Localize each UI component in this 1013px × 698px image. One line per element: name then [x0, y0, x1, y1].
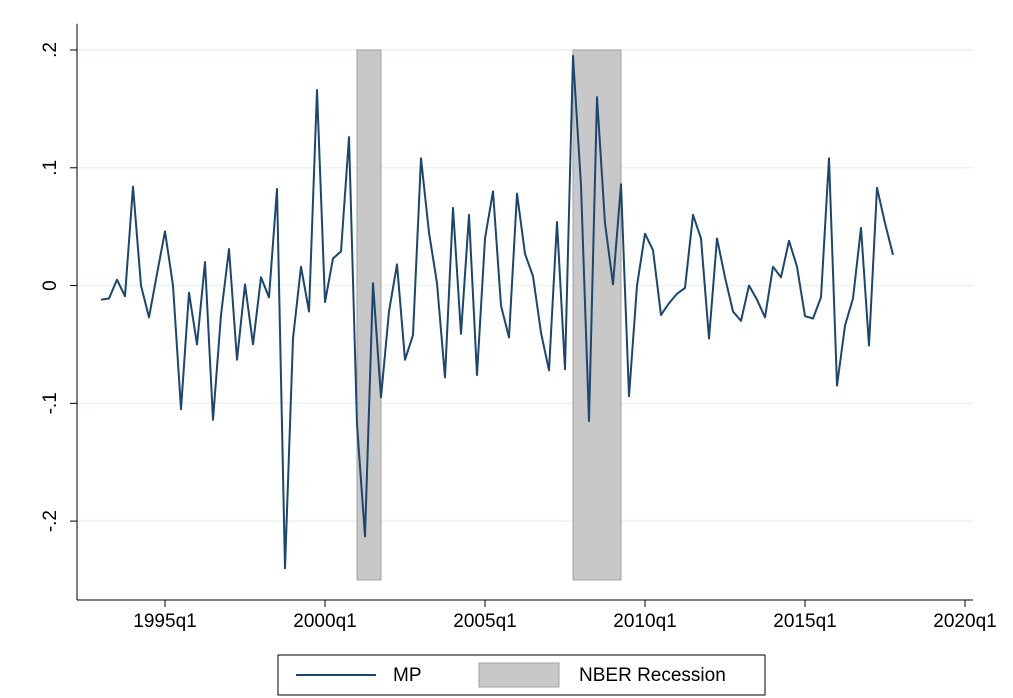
y-tick-label: -.2 [40, 510, 61, 532]
y-tick-label: .1 [40, 160, 61, 176]
x-tick-label: 2005q1 [453, 611, 516, 632]
y-tick-label: .2 [40, 42, 61, 58]
legend-label: MP [393, 665, 422, 686]
x-tick-label: 2015q1 [773, 611, 836, 632]
recession-band [356, 49, 382, 581]
legend-label: NBER Recession [579, 665, 726, 686]
recession-band [572, 49, 622, 581]
x-tick-label: 2000q1 [293, 611, 356, 632]
legend-swatch-rect [478, 662, 560, 688]
y-tick-label: 0 [40, 280, 61, 291]
series-line [100, 54, 894, 570]
x-tick-label: 2020q1 [933, 611, 996, 632]
y-tick-label: -.1 [40, 392, 61, 414]
x-tick-label: 2010q1 [613, 611, 676, 632]
x-tick-label: 1995q1 [133, 611, 196, 632]
